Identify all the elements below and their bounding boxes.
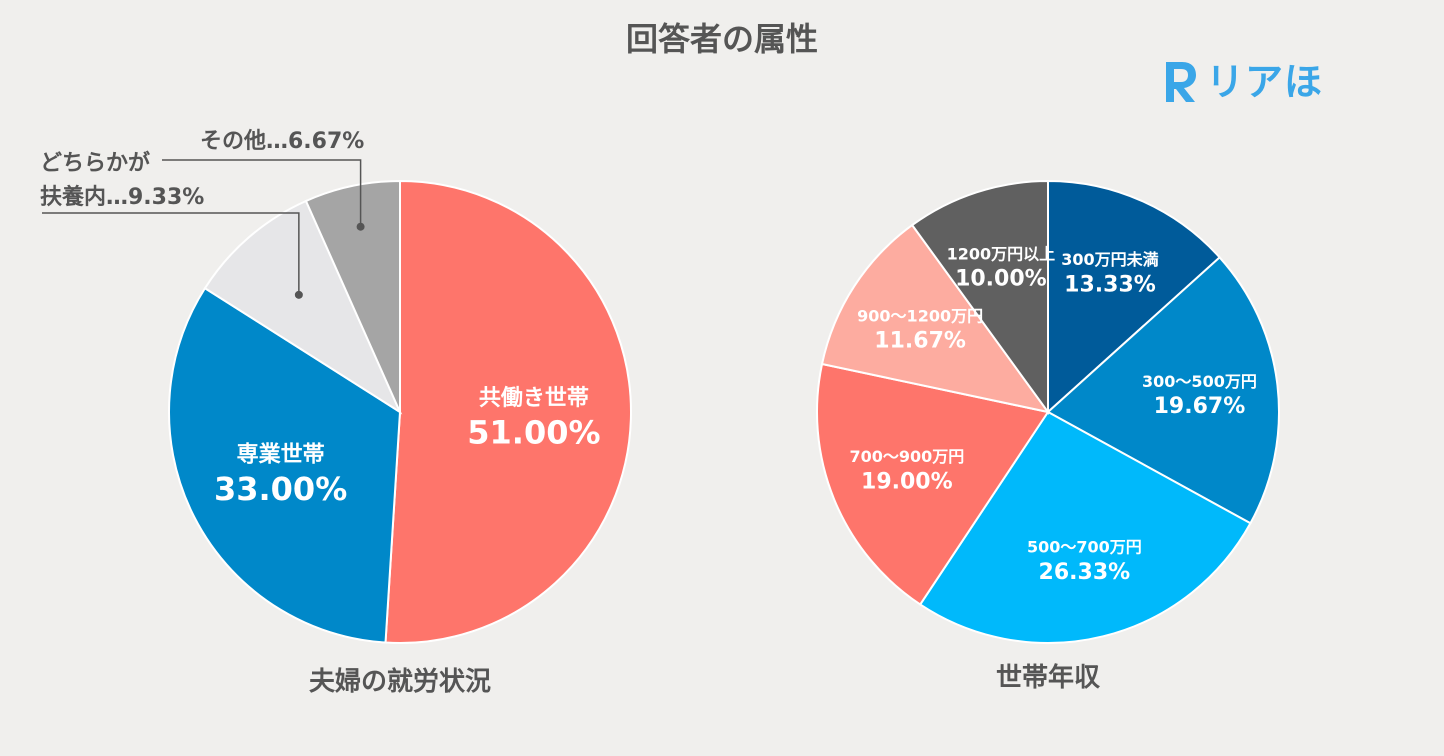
chart-title: 夫婦の就労状況: [309, 667, 491, 697]
callout-line-3: [162, 159, 362, 227]
pie-slice-0: [1047, 179, 1222, 415]
brand-mark-icon: [1166, 62, 1196, 102]
slice-name-1: 300〜500万円: [1142, 372, 1257, 391]
slice-value-0: 51.00%: [467, 413, 600, 451]
slice-name-1: 専業世帯: [237, 442, 325, 468]
slice-value-3: 19.00%: [861, 469, 953, 494]
pie-slice-1: [168, 286, 402, 644]
pie-slice-0: [384, 179, 633, 644]
brand-logo: リアほ: [1158, 56, 1358, 112]
slice-value-1: 19.67%: [1154, 394, 1246, 419]
pie-slice-3: [304, 179, 401, 413]
slice-value-1: 33.00%: [214, 470, 347, 508]
callout-label-2-0: どちらかが: [40, 150, 150, 176]
callout-line-2: [42, 212, 300, 295]
slice-name-3: 700〜900万円: [849, 447, 964, 466]
slice-value-0: 13.33%: [1064, 272, 1156, 297]
pie-slice-2: [203, 199, 403, 415]
slice-value-2: 26.33%: [1039, 560, 1131, 585]
pie-slice-4: [820, 223, 1051, 414]
slice-name-5: 1200万円以上: [947, 244, 1056, 263]
pie-slice-3: [816, 362, 1050, 606]
pie-slice-5: [910, 179, 1049, 416]
slice-name-0: 300万円未満: [1061, 250, 1158, 269]
chart-title: 世帯年収: [996, 662, 1101, 693]
slice-name-2: 500〜700万円: [1027, 537, 1142, 556]
pie-chart-household-income: 300万円未満 13.33% 300〜500万円 19.67% 500〜700万円 26.…: [816, 179, 1280, 693]
pie-slice-2: [918, 410, 1252, 645]
slice-name-0: 共働き世帯: [479, 385, 589, 411]
pie-slice-1: [1046, 255, 1280, 525]
brand-name: リアほ: [1206, 60, 1324, 104]
callout-label-3-0: その他…6.67%: [200, 129, 364, 154]
callout-label-2-1: 扶養内…9.33%: [40, 184, 204, 210]
slice-value-5: 10.00%: [955, 267, 1047, 292]
slice-name-4: 900〜1200万円: [857, 306, 983, 325]
page-title: 回答者の属性: [625, 20, 818, 58]
slice-value-4: 11.67%: [874, 329, 966, 354]
